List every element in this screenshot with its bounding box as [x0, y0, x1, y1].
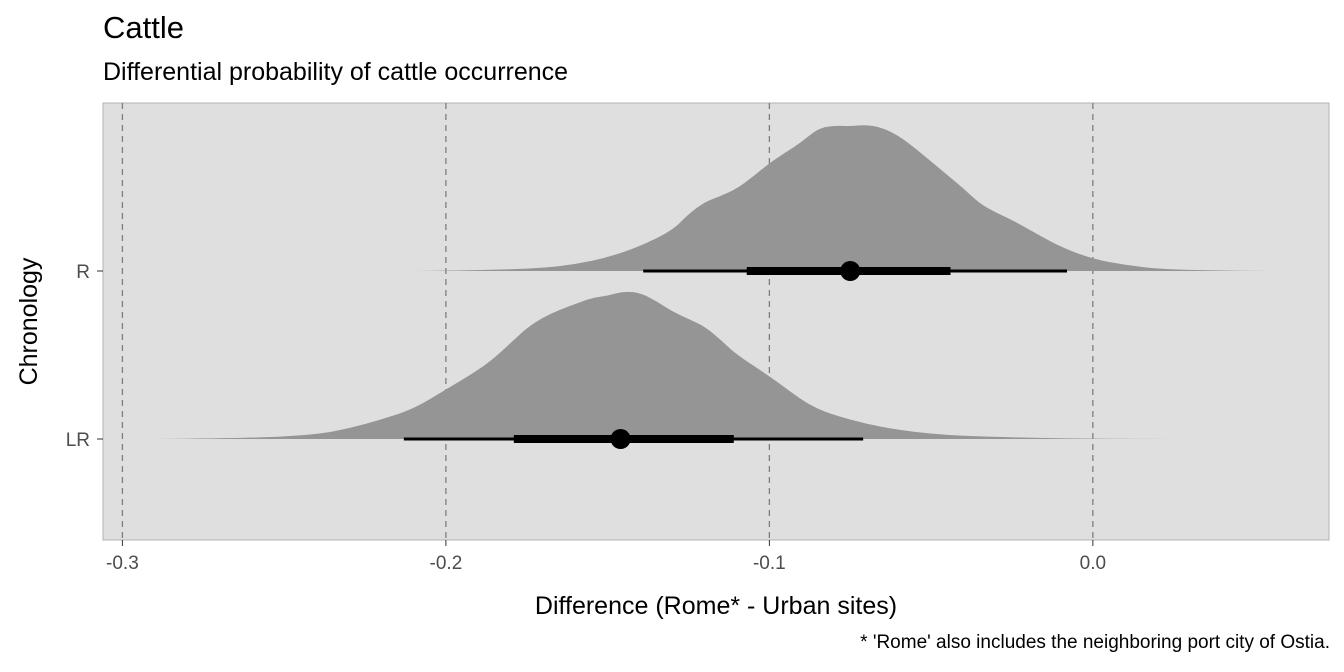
point-estimate-lr	[610, 429, 631, 449]
density-lr	[154, 291, 1174, 439]
point-estimate-r	[840, 261, 861, 281]
chart-subtitle: Differential probability of cattle occur…	[103, 58, 569, 86]
density-r	[413, 125, 1271, 271]
x-tick-label: 0.0	[1080, 553, 1106, 574]
plot-panel	[102, 102, 1330, 541]
x-tick-label: -0.2	[430, 553, 463, 574]
x-axis-title: Difference (Rome* - Urban sites)	[535, 592, 897, 620]
chart-title: Cattle	[103, 10, 184, 45]
x-tick-label: -0.3	[106, 553, 139, 574]
x-tick-label: -0.1	[753, 553, 786, 574]
y-tick-label: R	[76, 262, 90, 283]
chart-caption: * 'Rome' also includes the neighboring p…	[860, 632, 1330, 653]
y-tick-label: LR	[66, 430, 90, 451]
y-axis-title: Chronology	[15, 257, 43, 385]
